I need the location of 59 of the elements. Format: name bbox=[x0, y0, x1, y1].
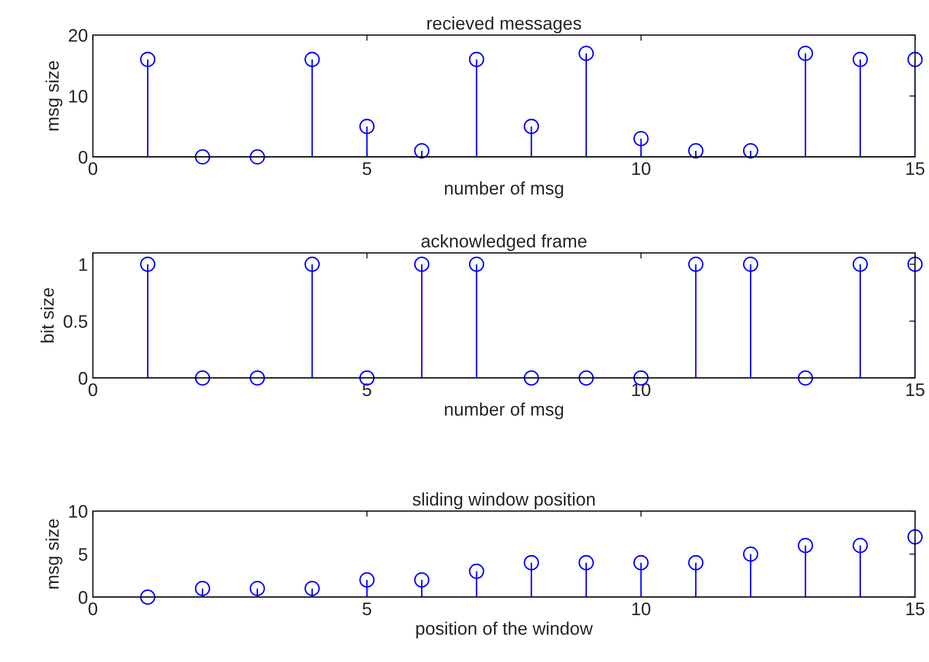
point bbox=[798, 46, 814, 61]
point bbox=[359, 118, 375, 134]
point bbox=[852, 52, 868, 68]
point bbox=[140, 52, 156, 68]
chart-title: acknowledged frame bbox=[421, 234, 586, 252]
x-tick-label: 10 bbox=[632, 162, 650, 176]
point bbox=[633, 555, 649, 570]
y-tick-label: 10 bbox=[69, 90, 88, 103]
point bbox=[578, 46, 594, 61]
point bbox=[907, 52, 923, 68]
y-tick-label: 10 bbox=[69, 505, 88, 518]
x-tick-label: 10 bbox=[632, 383, 650, 396]
x-tick-label: 5 bbox=[362, 162, 372, 176]
y-tick-label: 5 bbox=[78, 548, 88, 561]
point bbox=[140, 589, 156, 605]
point bbox=[359, 572, 375, 588]
x-axis-title: number of msg bbox=[444, 181, 564, 198]
point bbox=[907, 529, 923, 545]
point bbox=[688, 555, 704, 570]
y-axis-title: msg size bbox=[46, 61, 62, 130]
point bbox=[414, 572, 430, 588]
point bbox=[524, 118, 540, 134]
y-axis-title: msg size bbox=[46, 519, 62, 589]
y-tick-label: 0.5 bbox=[64, 315, 88, 328]
x-tick-label: 0 bbox=[88, 383, 98, 396]
y-axis-title: bit size bbox=[40, 288, 54, 342]
y-tick-label: 0 bbox=[78, 372, 88, 385]
x-tick-label: 0 bbox=[88, 602, 98, 616]
x-tick-label: 15 bbox=[906, 384, 924, 396]
point bbox=[250, 580, 265, 596]
x-tick-label: 0 bbox=[88, 162, 98, 176]
point bbox=[194, 149, 210, 165]
point bbox=[250, 149, 265, 165]
point bbox=[304, 52, 320, 68]
point bbox=[798, 538, 814, 554]
point bbox=[688, 143, 704, 158]
point bbox=[468, 52, 484, 68]
y-tick-label: 20 bbox=[68, 29, 88, 42]
point bbox=[194, 580, 210, 596]
x-tick-label: 5 bbox=[362, 602, 372, 616]
point bbox=[633, 130, 649, 146]
x-tick-label: 10 bbox=[632, 602, 650, 616]
point bbox=[468, 564, 484, 579]
y-tick-label: 0 bbox=[78, 591, 88, 604]
chart-title: recieved messages bbox=[427, 16, 582, 34]
point bbox=[742, 143, 758, 158]
point bbox=[304, 580, 320, 596]
chart-title: sliding window position bbox=[412, 492, 595, 510]
point bbox=[852, 538, 868, 554]
point bbox=[578, 555, 594, 570]
point bbox=[524, 555, 540, 570]
x-axis-title: position of the window bbox=[416, 622, 593, 638]
x-tick-label: 15 bbox=[906, 602, 924, 616]
point bbox=[742, 546, 758, 562]
x-axis-title: number of msg bbox=[444, 402, 564, 420]
y-tick-label: 1 bbox=[79, 258, 88, 271]
y-tick-label: 0 bbox=[78, 150, 88, 164]
x-tick-label: 15 bbox=[906, 162, 924, 176]
point bbox=[414, 143, 430, 158]
